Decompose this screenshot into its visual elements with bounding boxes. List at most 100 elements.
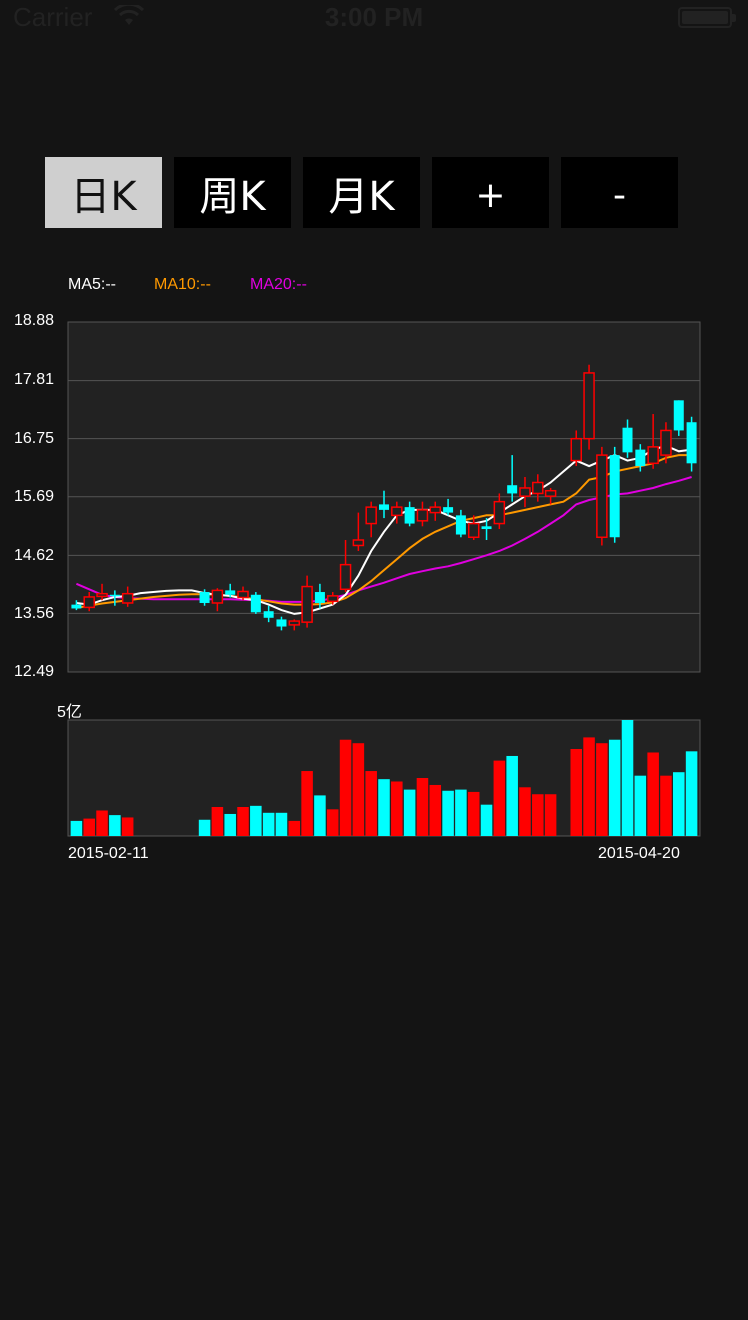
candle-up <box>83 596 95 609</box>
volume-bar <box>621 720 634 836</box>
candle-up <box>326 595 339 603</box>
candle-up <box>288 620 301 626</box>
tab-day-k[interactable]: 日K <box>45 157 162 228</box>
candle-up <box>211 589 224 604</box>
candle-down <box>507 485 518 494</box>
volume-bar <box>109 815 121 836</box>
legend-ma5: MA5:-- <box>68 276 116 293</box>
candle-down <box>404 507 415 524</box>
volume-bar <box>583 737 595 836</box>
status-bar: Carrier 3:00 PM <box>0 0 748 36</box>
kline-chart[interactable] <box>0 0 748 900</box>
candle-up <box>121 592 134 604</box>
ma10-line <box>76 454 692 609</box>
candle-up <box>647 446 659 465</box>
volume-bar <box>314 795 326 836</box>
candle-down <box>109 594 120 597</box>
volume-bar <box>493 760 506 836</box>
candle-up <box>467 522 480 539</box>
volume-bar <box>506 755 518 836</box>
y-tick-label: 16.75 <box>14 430 55 447</box>
volume-bar <box>237 807 249 836</box>
volume-bar <box>403 789 416 836</box>
candle-down <box>455 515 466 535</box>
carrier-label: Carrier <box>13 2 93 32</box>
volume-bar <box>660 775 672 836</box>
volume-bar <box>365 771 377 836</box>
y-tick-label: 18.88 <box>14 312 55 329</box>
volume-bar <box>544 794 557 836</box>
candle-down <box>622 427 633 453</box>
volume-bar <box>224 813 236 836</box>
candle-down <box>443 507 454 513</box>
volume-bar <box>673 772 685 836</box>
candle-down <box>263 611 274 618</box>
candle-down <box>250 594 261 613</box>
volume-bar <box>519 787 531 836</box>
volume-bar <box>275 812 288 836</box>
candle-up <box>365 506 377 525</box>
volume-bar <box>121 817 134 836</box>
candle-up <box>570 437 582 462</box>
status-time: 3:00 PM <box>324 2 424 32</box>
candle-down <box>71 604 82 609</box>
candle-up <box>519 487 531 497</box>
candle-up <box>352 539 365 547</box>
legend-ma10: MA10:-- <box>154 276 211 293</box>
candle-up <box>544 489 557 497</box>
y-tick-label: 17.81 <box>14 371 55 388</box>
volume-unit-label: 5亿 <box>57 704 82 721</box>
x-end-date: 2015-04-20 <box>598 845 680 862</box>
volume-bar <box>442 790 454 836</box>
y-tick-label: 14.62 <box>14 547 55 564</box>
ma20-line <box>76 476 692 603</box>
volume-bar <box>378 779 390 836</box>
volume-bar <box>532 794 544 836</box>
candle-up <box>429 506 442 514</box>
candle-up <box>391 506 403 517</box>
candle-down <box>635 449 646 467</box>
candle-up <box>339 563 352 591</box>
candle-up <box>583 372 595 440</box>
candle-up <box>660 429 672 456</box>
legend-ma20: MA20:-- <box>250 276 307 293</box>
candle-down <box>609 455 620 538</box>
battery-icon <box>678 7 736 28</box>
volume-bar <box>83 818 95 836</box>
y-tick-label: 13.56 <box>14 605 55 622</box>
candle-down <box>379 504 389 510</box>
candle-down <box>314 592 325 603</box>
zoom-out-button[interactable]: - <box>561 157 678 228</box>
tab-week-k[interactable]: 周K <box>174 157 291 228</box>
candle-up <box>237 590 249 599</box>
volume-bar <box>250 805 262 836</box>
candle-up <box>301 585 313 623</box>
ma5-line <box>76 444 692 615</box>
volume-bar <box>634 775 647 836</box>
volume-bar <box>455 789 467 836</box>
candle-up <box>96 592 108 598</box>
volume-bar <box>429 784 442 836</box>
volume-bar <box>211 807 224 836</box>
candle-up <box>416 509 429 522</box>
tab-month-k[interactable]: 月K <box>303 157 420 228</box>
volume-bar <box>70 820 83 836</box>
volume-bar <box>647 752 659 836</box>
candle-down <box>276 619 287 627</box>
candle-up <box>532 481 544 495</box>
candle-down <box>481 526 492 530</box>
candle-up <box>596 454 608 539</box>
volume-bar <box>262 812 275 836</box>
volume-bar <box>198 819 211 836</box>
candle-down <box>199 592 210 603</box>
volume-bar <box>391 781 403 836</box>
y-tick-label: 15.69 <box>14 488 55 505</box>
volume-bar <box>685 751 698 836</box>
y-tick-label: 12.49 <box>14 663 55 680</box>
volume-bar <box>288 820 301 836</box>
volume-bar <box>352 743 365 836</box>
zoom-in-button[interactable]: + <box>432 157 549 228</box>
volume-bar <box>301 771 313 836</box>
volume-bar <box>339 739 352 836</box>
volume-bar <box>416 778 429 836</box>
